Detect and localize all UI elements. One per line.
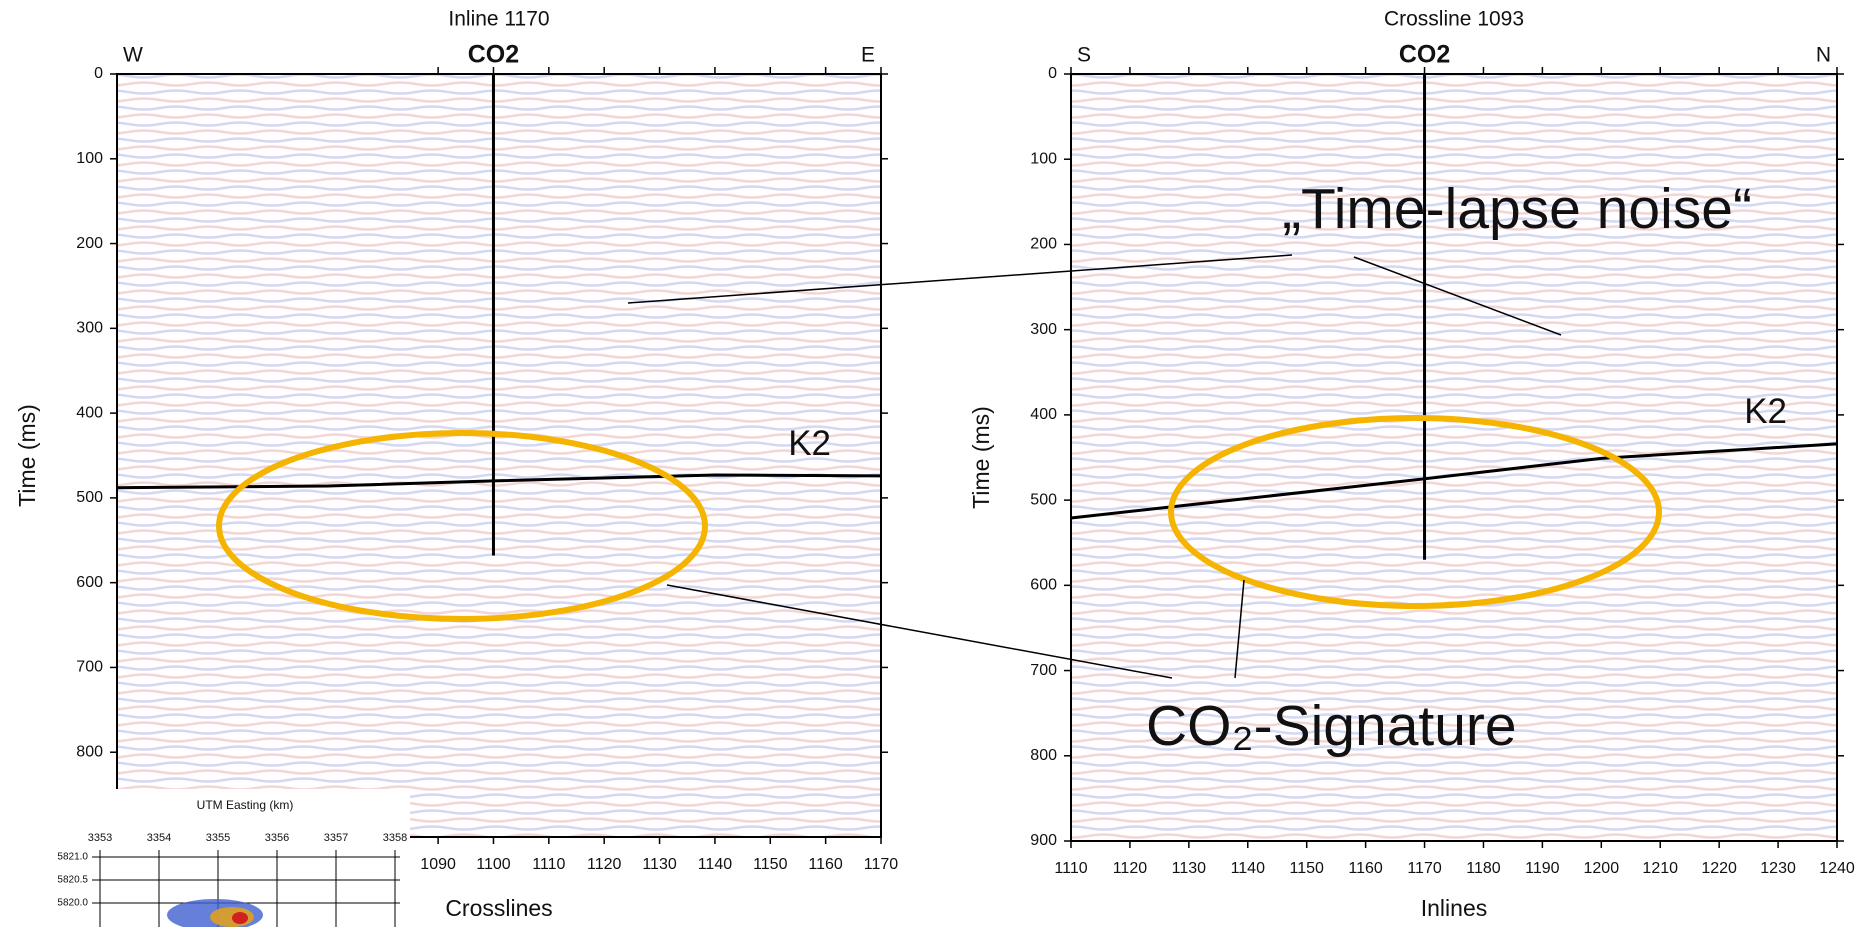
y-tick-label: 700 <box>76 659 103 676</box>
x-tick-label: 1130 <box>1172 860 1207 877</box>
x-tick-label: 1150 <box>1289 860 1324 877</box>
panel-title: Crossline 1093 <box>1384 8 1524 31</box>
y-tick-label: 800 <box>76 743 103 760</box>
leader-line <box>666 584 1173 679</box>
y-tick-label: 700 <box>1030 662 1057 679</box>
y-tick-label: 300 <box>76 320 103 337</box>
inset-y-tick-label: 5820.0 <box>57 898 88 909</box>
x-axis-label: Crosslines <box>445 895 552 921</box>
y-tick-label: 600 <box>76 574 103 591</box>
panels: Inline 1170 W E 0 100 200 300 400 500 600 700 800 10… <box>14 8 1855 922</box>
x-tick-label: 1120 <box>1113 860 1148 877</box>
x-tick-label: 1200 <box>1584 860 1620 877</box>
inset-x-tick-label: 3358 <box>383 832 407 844</box>
inset-x-tick-label: 3357 <box>324 832 348 844</box>
leader-line <box>627 254 1293 304</box>
well-label: CO2 <box>1399 41 1450 69</box>
y-tick-label: 500 <box>76 489 103 506</box>
panel-title: Inline 1170 <box>448 8 549 31</box>
x-tick-label: 1150 <box>753 856 788 873</box>
y-tick-label: 900 <box>1030 832 1057 849</box>
x-tick-label: 1170 <box>1407 860 1442 877</box>
inset-y-tick-label: 5821.0 <box>57 852 88 863</box>
horizon <box>1070 442 1838 520</box>
y-tick-label: 800 <box>1030 747 1057 764</box>
y-tick-label: 100 <box>76 150 103 167</box>
x-tick-label: 1230 <box>1760 860 1796 877</box>
y-tick-label: 200 <box>1030 236 1057 253</box>
overlay <box>216 254 1662 679</box>
x-tick-label: 1110 <box>1054 860 1087 877</box>
y-tick-label: 0 <box>94 65 103 82</box>
inset-x-tick-label: 3354 <box>147 832 171 844</box>
inset-blob <box>232 912 248 924</box>
x-tick-label: 1090 <box>420 856 456 873</box>
x-tick-label: 1140 <box>698 856 733 873</box>
inset-x-tick-label: 3355 <box>206 832 230 844</box>
horizon-label: K2 <box>788 424 831 463</box>
y-tick-label: 500 <box>1030 491 1057 508</box>
annotation: „Time-lapse noise“ <box>1282 177 1752 241</box>
leader-line <box>1234 579 1245 679</box>
y-tick-label: 400 <box>1030 406 1057 423</box>
y-tick-label: 200 <box>76 235 103 252</box>
x-tick-label: 1210 <box>1642 860 1678 877</box>
horizon-label: K2 <box>1744 392 1787 431</box>
x-tick-label: 1220 <box>1701 860 1737 877</box>
inset-x-tick-label: 3353 <box>88 832 112 844</box>
x-tick-label: 1160 <box>1348 860 1383 877</box>
x-tick-label: 1180 <box>1466 860 1501 877</box>
y-tick-label: 100 <box>1030 150 1057 167</box>
inset-map: UTM Easting (km) 3353 3354 3355 3356 3357 335… <box>54 789 410 927</box>
x-tick-label: 1100 <box>476 856 511 873</box>
compass-label: N <box>1816 44 1831 67</box>
x-tick-label: 1110 <box>532 856 565 873</box>
y-tick-label: 300 <box>1030 321 1057 338</box>
x-tick-label: 1160 <box>808 856 843 873</box>
y-axis-label: Time (ms) <box>14 404 40 507</box>
compass-label: W <box>123 44 143 67</box>
x-tick-label: 1170 <box>864 856 899 873</box>
seismic-section <box>1071 74 1837 841</box>
x-tick-label: 1140 <box>1231 860 1266 877</box>
well-label: CO2 <box>468 41 519 69</box>
x-axis-label: Inlines <box>1421 895 1487 921</box>
y-tick-label: 0 <box>1048 65 1057 82</box>
y-axis-label: Time (ms) <box>968 406 994 509</box>
co2-ellipse <box>1168 415 1662 609</box>
inset-x-tick-label: 3356 <box>265 832 289 844</box>
co2-ellipse <box>216 430 708 622</box>
x-tick-label: 1190 <box>1525 860 1560 877</box>
x-tick-label: 1240 <box>1819 860 1855 877</box>
annotation: CO₂-Signature <box>1146 694 1517 758</box>
horizon <box>116 473 882 490</box>
seismic-section <box>117 74 881 837</box>
plot-frame <box>1070 73 1838 842</box>
y-tick-label: 400 <box>76 404 103 421</box>
x-tick-label: 1130 <box>642 856 677 873</box>
inset-y-tick-label: 5820.5 <box>57 875 88 886</box>
inset-title: UTM Easting (km) <box>197 798 294 812</box>
compass-label: E <box>861 44 875 67</box>
leader-line <box>1353 256 1562 336</box>
compass-label: S <box>1077 44 1091 67</box>
x-tick-label: 1120 <box>587 856 622 873</box>
plot-frame <box>116 73 882 838</box>
inset-axes: 3353 3354 3355 3356 3357 3358 5821.0 5820.5 5820… <box>57 832 407 927</box>
y-tick-label: 600 <box>1030 577 1057 594</box>
